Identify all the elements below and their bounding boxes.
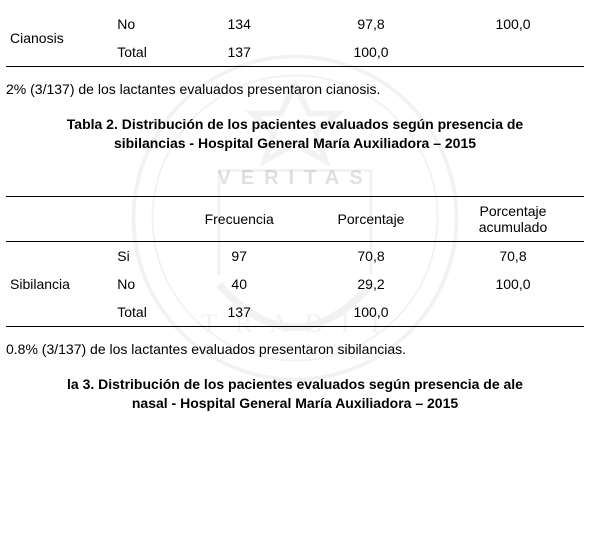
table-header-row: Frecuencia Porcentaje Porcentaje acumula…	[6, 196, 584, 241]
table-row: Sibilancia No 40 29,2 100,0	[6, 270, 584, 298]
cell-category: Total	[97, 298, 178, 326]
table-2-title: Tabla 2. Distribución de los pacientes e…	[10, 115, 580, 153]
cell-pct-acc: 100,0	[442, 270, 584, 298]
table-sibilancia: Frecuencia Porcentaje Porcentaje acumula…	[6, 196, 584, 327]
header-pct-acc-l2: acumulado	[479, 219, 548, 235]
cell-category: Total	[97, 38, 178, 66]
title-line: sibilancias - Hospital General María Aux…	[114, 135, 476, 151]
cell-freq: 137	[178, 298, 300, 326]
cell-pct-acc	[442, 38, 584, 66]
title-line: la 3. Distribución de los pacientes eval…	[67, 376, 523, 392]
cell-freq: 40	[178, 270, 300, 298]
header-blank	[6, 196, 97, 241]
cell-freq: 97	[178, 241, 300, 270]
cell-pct: 100,0	[300, 38, 442, 66]
table-3-title: la 3. Distribución de los pacientes eval…	[10, 375, 580, 413]
cell-category: No	[97, 270, 178, 298]
cell-pct: 70,8	[300, 241, 442, 270]
header-pct-acc-l1: Porcentaje	[480, 203, 547, 219]
table-cianosis: Cianosis No 134 97,8 100,0 Total 137 100…	[6, 10, 584, 67]
cell-pct-acc: 70,8	[442, 241, 584, 270]
table-row: Cianosis No 134 97,8 100,0	[6, 10, 584, 38]
row-group-label: Sibilancia	[6, 270, 97, 298]
header-freq: Frecuencia	[178, 196, 300, 241]
table-rule	[6, 326, 584, 327]
cell-pct-acc	[442, 298, 584, 326]
cell-freq: 134	[178, 10, 300, 38]
cell-pct: 29,2	[300, 270, 442, 298]
header-pct: Porcentaje	[300, 196, 442, 241]
cell-category: No	[97, 10, 178, 38]
row-group-label: Cianosis	[6, 10, 97, 66]
cell-pct: 100,0	[300, 298, 442, 326]
paragraph-cianosis: 2% (3/137) de los lactantes evaluados pr…	[6, 81, 584, 97]
title-line: Tabla 2. Distribución de los pacientes e…	[67, 116, 523, 132]
title-line: nasal - Hospital General María Auxiliado…	[132, 395, 458, 411]
blank	[6, 298, 97, 326]
cell-pct: 97,8	[300, 10, 442, 38]
blank	[6, 241, 97, 270]
table-rule	[6, 66, 584, 67]
table-row: Si 97 70,8 70,8	[6, 241, 584, 270]
cell-category: Si	[97, 241, 178, 270]
cell-freq: 137	[178, 38, 300, 66]
header-pct-acc: Porcentaje acumulado	[442, 196, 584, 241]
cell-pct-acc: 100,0	[442, 10, 584, 38]
table-row: Total 137 100,0	[6, 298, 584, 326]
paragraph-sibilancia: 0.8% (3/137) de los lactantes evaluados …	[6, 341, 584, 357]
watermark-text-veritas: VERITAS	[6, 167, 584, 190]
header-blank	[97, 196, 178, 241]
